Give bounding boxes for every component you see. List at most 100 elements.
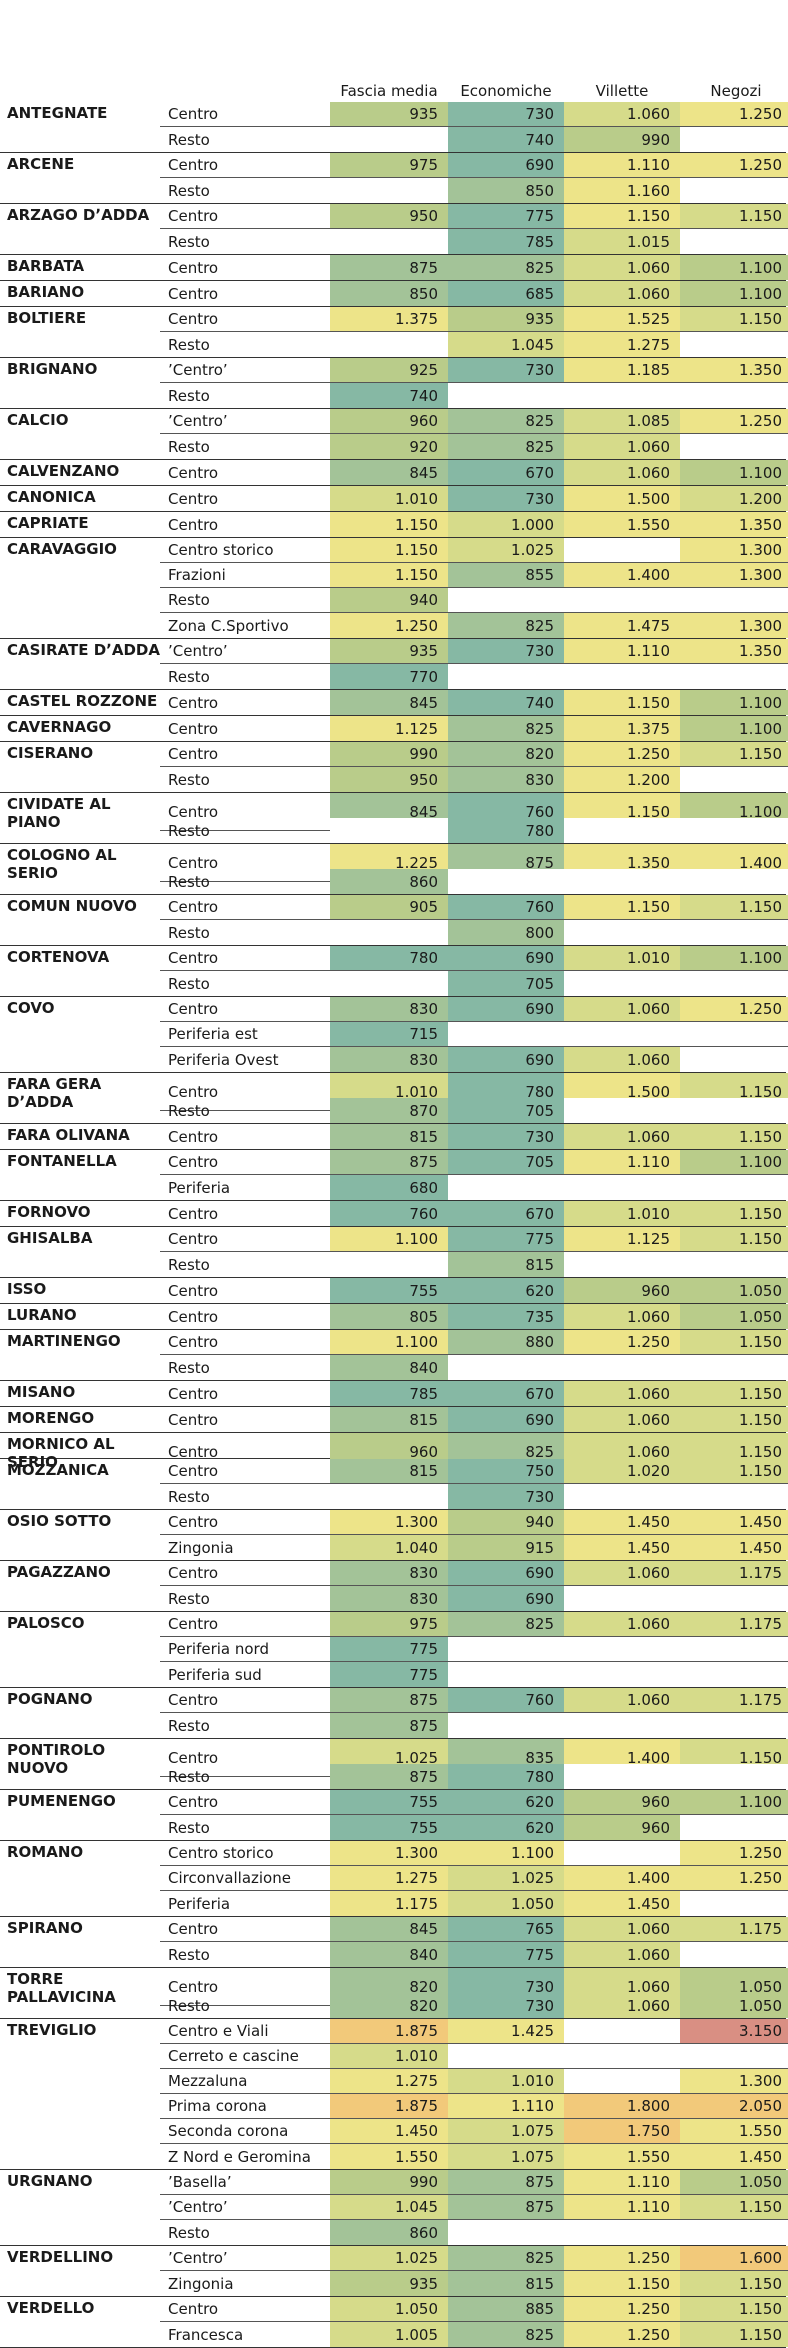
comune-name-empty: [0, 1098, 160, 1123]
zone-label: Centro: [168, 1127, 219, 1146]
comune-name: CANONICA: [7, 488, 96, 506]
price-econ: 690: [448, 1407, 564, 1432]
price-econ: 880: [448, 1330, 564, 1355]
table-row: MARTINENGO Centro 1.100 880 1.250 1.150: [0, 1330, 788, 1355]
comune-name: ISSO: [7, 1280, 47, 1298]
price-villette: [564, 1252, 680, 1277]
price-negozi: 1.150: [680, 1201, 788, 1226]
table-row: Mezzaluna 1.275 1.010 1.300: [0, 2069, 788, 2094]
price-econ: [448, 1637, 564, 1662]
table-row: Prima corona 1.875 1.110 1.800 2.050: [0, 2094, 788, 2119]
comune-group: ISSO Centro 755 620 960 1.050: [0, 1278, 788, 1304]
price-negozi: [680, 971, 788, 996]
zone-label: Resto: [168, 130, 210, 149]
comune-name-empty: [0, 664, 160, 689]
price-econ: 690: [448, 1586, 564, 1611]
zone-label: Resto: [168, 181, 210, 200]
price-econ: 855: [448, 563, 564, 588]
price-villette: 1.275: [564, 332, 680, 357]
comune-name-empty: [0, 332, 160, 357]
comune-name-empty: [0, 971, 160, 996]
comune-group: CISERANO Centro 990 820 1.250 1.150 Resto 950 83…: [0, 742, 788, 793]
table-row: BOLTIERE Centro 1.375 935 1.525 1.150: [0, 307, 788, 332]
price-fascia: 1.005: [330, 2322, 448, 2347]
zone-label: Centro: [168, 258, 219, 277]
comune-group: MORNICO AL SERIO Centro 960 825 1.060 1.150: [0, 1433, 788, 1471]
price-fascia: 740: [330, 383, 448, 408]
zone-label: Resto: [168, 386, 210, 405]
table-body: ANTEGNATE Centro 935 730 1.060 1.250 Resto 740 9…: [0, 102, 788, 2348]
price-negozi: 1.050: [680, 1993, 788, 2018]
price-villette: 1.250: [564, 2322, 680, 2347]
table-row: TREVIGLIO Centro e Viali 1.875 1.425 3.150: [0, 2019, 788, 2044]
comune-name: COMUN NUOVO: [7, 897, 137, 915]
price-negozi: [680, 1252, 788, 1277]
table-row: ANTEGNATE Centro 935 730 1.060 1.250: [0, 102, 788, 127]
table-row: Resto 730: [0, 1484, 788, 1509]
table-row: MORNICO AL SERIO Centro 960 825 1.060 1.150: [0, 1433, 788, 1471]
price-villette: 1.085: [564, 409, 680, 434]
price-econ: 735: [448, 1304, 564, 1329]
zone-label: Resto: [168, 872, 210, 891]
comune-group: PONTIROLO NUOVO Centro 1.025 835 1.400 1.150 R…: [0, 1739, 788, 1790]
price-fascia: 755: [330, 1815, 448, 1840]
price-fascia: 1.375: [330, 307, 448, 332]
comune-name-empty: [0, 2195, 160, 2220]
price-fascia: 1.100: [330, 1330, 448, 1355]
comune-name: ROMANO: [7, 1843, 84, 1861]
price-fascia: [330, 178, 448, 203]
zone-label: Centro: [160, 793, 330, 831]
comune-name-empty: [0, 1993, 160, 2018]
comune-group: FARA GERA DʼADDA Centro 1.010 780 1.500 1.150…: [0, 1073, 788, 1124]
table-row: Resto 1.045 1.275: [0, 332, 788, 357]
price-negozi: 1.150: [680, 895, 788, 920]
comune-name: TREVIGLIO: [7, 2021, 97, 2039]
price-fascia: 1.175: [330, 1891, 448, 1916]
price-fascia: 940: [330, 588, 448, 613]
price-econ: 885: [448, 2297, 564, 2322]
price-econ: 620: [448, 1790, 564, 1815]
price-table: Fascia media Economiche Villette Negozi …: [0, 78, 788, 2348]
zone-label: Centro: [160, 895, 330, 920]
price-fascia: 1.550: [330, 2144, 448, 2169]
comune-group: ARCENE Centro 975 690 1.110 1.250 Resto 850 1.16…: [0, 153, 788, 204]
price-villette: 1.060: [564, 102, 680, 127]
price-econ: 730: [448, 1124, 564, 1149]
table-row: PALOSCO Centro 975 825 1.060 1.175: [0, 1612, 788, 1637]
zone-label: Centro: [160, 1330, 330, 1355]
price-fascia: 775: [330, 1662, 448, 1687]
price-villette: 1.550: [564, 2144, 680, 2169]
price-negozi: [680, 1484, 788, 1509]
comune-name-empty: [0, 1662, 160, 1687]
table-row: Z Nord e Geromina 1.550 1.075 1.550 1.450: [0, 2144, 788, 2169]
zone-label: Resto: [160, 588, 330, 613]
price-fascia: 975: [330, 1612, 448, 1637]
zone-label: Resto: [168, 1767, 210, 1786]
price-econ: 825: [448, 434, 564, 459]
price-villette: 1.150: [564, 204, 680, 229]
price-negozi: [680, 1355, 788, 1380]
price-econ: 1.010: [448, 2069, 564, 2094]
zone-label: Centro: [168, 719, 219, 738]
zone-label: Centro: [160, 102, 330, 127]
price-econ: 685: [448, 281, 564, 306]
comune-name: CORTENOVA: [7, 948, 110, 966]
table-row: CAPRIATE Centro 1.150 1.000 1.550 1.350: [0, 512, 788, 537]
price-fascia: 805: [330, 1304, 448, 1329]
comune-name: BARIANO: [7, 283, 85, 301]
table-row: GHISALBA Centro 1.100 775 1.125 1.150: [0, 1227, 788, 1252]
price-fascia: 875: [330, 1150, 448, 1175]
price-econ: [448, 2220, 564, 2245]
price-villette: 1.060: [564, 1047, 680, 1072]
table-row: Zingonia 1.040 915 1.450 1.450: [0, 1535, 788, 1560]
comune-name-empty: [0, 1815, 160, 1840]
comune-group: BARIANO Centro 850 685 1.060 1.100: [0, 281, 788, 307]
zone-label: Centro: [168, 284, 219, 303]
price-econ: 1.025: [448, 538, 564, 563]
price-negozi: [680, 127, 788, 152]
comune-name: CARAVAGGIO: [7, 540, 117, 558]
price-econ: [448, 869, 564, 894]
price-villette: 1.125: [564, 1227, 680, 1252]
price-econ: 760: [448, 1688, 564, 1713]
price-fascia: 755: [330, 1790, 448, 1815]
